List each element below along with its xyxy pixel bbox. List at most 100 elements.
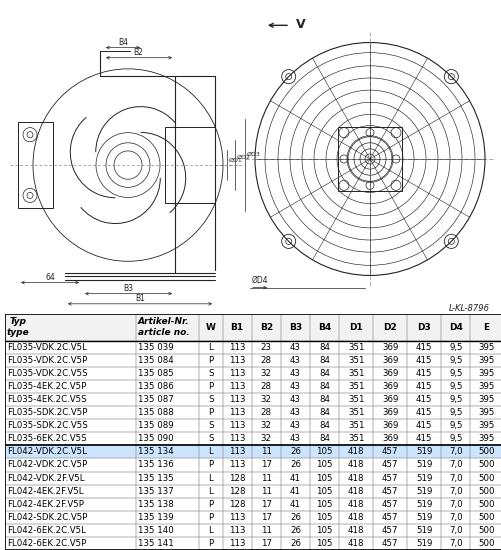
Text: 41: 41 bbox=[290, 474, 300, 482]
Text: 135 138: 135 138 bbox=[137, 500, 173, 509]
Bar bbox=[310, 367, 339, 380]
Text: 43: 43 bbox=[290, 382, 300, 391]
Bar bbox=[310, 340, 339, 354]
Bar bbox=[199, 340, 222, 354]
Text: 43: 43 bbox=[290, 395, 300, 404]
Bar bbox=[469, 380, 501, 393]
Text: 84: 84 bbox=[319, 395, 330, 404]
Text: B3: B3 bbox=[288, 323, 302, 332]
Text: 351: 351 bbox=[347, 421, 364, 430]
Text: L: L bbox=[208, 487, 213, 496]
Bar bbox=[280, 419, 310, 432]
Text: 43: 43 bbox=[290, 408, 300, 417]
Text: 128: 128 bbox=[228, 500, 245, 509]
Bar bbox=[5, 446, 501, 459]
Text: 9,5: 9,5 bbox=[448, 408, 461, 417]
Text: FL042-VDK.2F.V5L: FL042-VDK.2F.V5L bbox=[7, 474, 84, 482]
Text: 135 139: 135 139 bbox=[137, 513, 173, 522]
Text: L: L bbox=[208, 343, 213, 352]
Text: 395: 395 bbox=[477, 434, 493, 443]
Bar bbox=[339, 419, 372, 432]
Bar bbox=[440, 511, 469, 524]
Text: 395: 395 bbox=[477, 395, 493, 404]
Bar bbox=[280, 393, 310, 406]
Bar bbox=[339, 459, 372, 471]
Bar bbox=[135, 367, 199, 380]
Text: L-KL-8796: L-KL-8796 bbox=[448, 304, 489, 313]
Bar bbox=[406, 393, 440, 406]
Text: 135 137: 135 137 bbox=[137, 487, 173, 496]
Text: D4: D4 bbox=[448, 323, 462, 332]
Bar bbox=[469, 524, 501, 537]
Text: 500: 500 bbox=[477, 447, 493, 456]
Bar bbox=[135, 471, 199, 485]
Text: 26: 26 bbox=[290, 539, 300, 548]
Bar bbox=[339, 432, 372, 446]
Text: 9,5: 9,5 bbox=[448, 395, 461, 404]
Bar bbox=[135, 537, 199, 550]
Text: FL035-SDK.2C.V5S: FL035-SDK.2C.V5S bbox=[7, 421, 88, 430]
Bar bbox=[280, 406, 310, 419]
Bar bbox=[199, 406, 222, 419]
Bar bbox=[5, 340, 501, 354]
Bar bbox=[5, 485, 135, 498]
Bar bbox=[280, 511, 310, 524]
Text: P: P bbox=[208, 539, 213, 548]
Bar bbox=[199, 367, 222, 380]
Text: 418: 418 bbox=[347, 474, 364, 482]
Bar bbox=[199, 354, 222, 367]
Text: S: S bbox=[208, 395, 213, 404]
Text: 369: 369 bbox=[381, 421, 398, 430]
Text: 113: 113 bbox=[228, 369, 245, 378]
Text: 415: 415 bbox=[415, 408, 432, 417]
Text: 105: 105 bbox=[316, 526, 332, 535]
Bar bbox=[280, 485, 310, 498]
Bar bbox=[199, 485, 222, 498]
Bar bbox=[18, 122, 53, 207]
Bar bbox=[440, 419, 469, 432]
Bar bbox=[372, 459, 406, 471]
Bar bbox=[251, 367, 280, 380]
Text: W: W bbox=[205, 323, 215, 332]
Bar bbox=[469, 419, 501, 432]
Bar bbox=[5, 406, 135, 419]
Bar bbox=[199, 471, 222, 485]
Bar bbox=[251, 380, 280, 393]
Bar bbox=[280, 459, 310, 471]
Text: Typ
type: Typ type bbox=[7, 317, 30, 337]
Bar bbox=[469, 446, 501, 459]
Bar bbox=[135, 432, 199, 446]
Text: 351: 351 bbox=[347, 408, 364, 417]
Bar bbox=[406, 432, 440, 446]
Text: ØD2: ØD2 bbox=[236, 155, 250, 160]
Text: P: P bbox=[208, 356, 213, 365]
Text: 113: 113 bbox=[228, 421, 245, 430]
Text: 28: 28 bbox=[260, 356, 271, 365]
Text: FL042-SDK.2C.V5P: FL042-SDK.2C.V5P bbox=[7, 513, 87, 522]
Text: 9,5: 9,5 bbox=[448, 369, 461, 378]
Text: 11: 11 bbox=[260, 487, 271, 496]
Bar bbox=[440, 367, 469, 380]
Bar bbox=[199, 419, 222, 432]
Bar bbox=[440, 471, 469, 485]
Text: 418: 418 bbox=[347, 513, 364, 522]
Bar bbox=[5, 354, 135, 367]
Text: 32: 32 bbox=[260, 434, 271, 443]
Text: 351: 351 bbox=[347, 395, 364, 404]
Bar bbox=[135, 419, 199, 432]
Text: B3: B3 bbox=[123, 284, 133, 293]
Bar bbox=[251, 406, 280, 419]
Text: B2: B2 bbox=[259, 323, 272, 332]
Bar bbox=[251, 524, 280, 537]
Text: 43: 43 bbox=[290, 343, 300, 352]
Text: 457: 457 bbox=[381, 526, 398, 535]
Bar bbox=[280, 537, 310, 550]
Bar bbox=[440, 524, 469, 537]
Bar bbox=[406, 485, 440, 498]
Bar bbox=[222, 406, 251, 419]
Text: 500: 500 bbox=[477, 474, 493, 482]
Text: 418: 418 bbox=[347, 526, 364, 535]
Text: 418: 418 bbox=[347, 487, 364, 496]
Text: S: S bbox=[208, 421, 213, 430]
Text: 32: 32 bbox=[260, 369, 271, 378]
